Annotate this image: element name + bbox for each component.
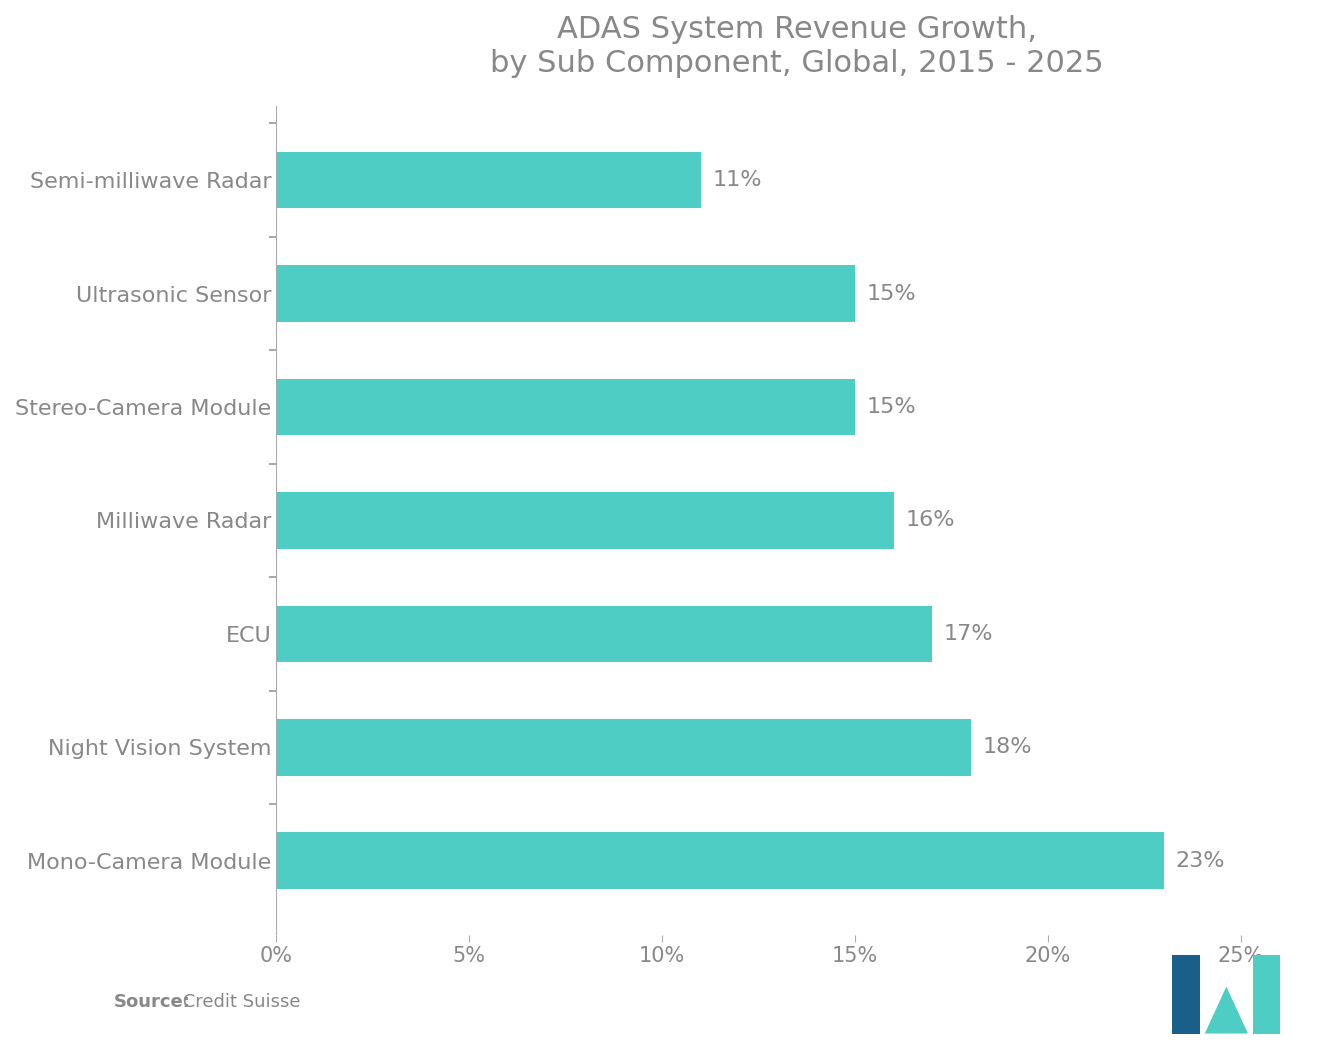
Text: 18%: 18% [982, 737, 1032, 757]
Text: 15%: 15% [866, 397, 916, 417]
Bar [276, 379, 854, 435]
Text: 23%: 23% [1176, 851, 1225, 871]
Bar [276, 151, 701, 209]
Bar [276, 606, 932, 662]
Text: Source:: Source: [113, 994, 191, 1012]
Title: ADAS System Revenue Growth,
by Sub Component, Global, 2015 - 2025: ADAS System Revenue Growth, by Sub Compo… [491, 15, 1104, 77]
Bar [276, 719, 970, 776]
Text: 17%: 17% [944, 624, 993, 644]
Bar [276, 492, 893, 549]
Text: Credit Suisse: Credit Suisse [177, 994, 301, 1012]
Bar [276, 265, 854, 322]
Text: 11%: 11% [712, 170, 761, 190]
Bar [276, 832, 1164, 889]
Text: 15%: 15% [866, 284, 916, 304]
Text: 16%: 16% [905, 511, 954, 530]
